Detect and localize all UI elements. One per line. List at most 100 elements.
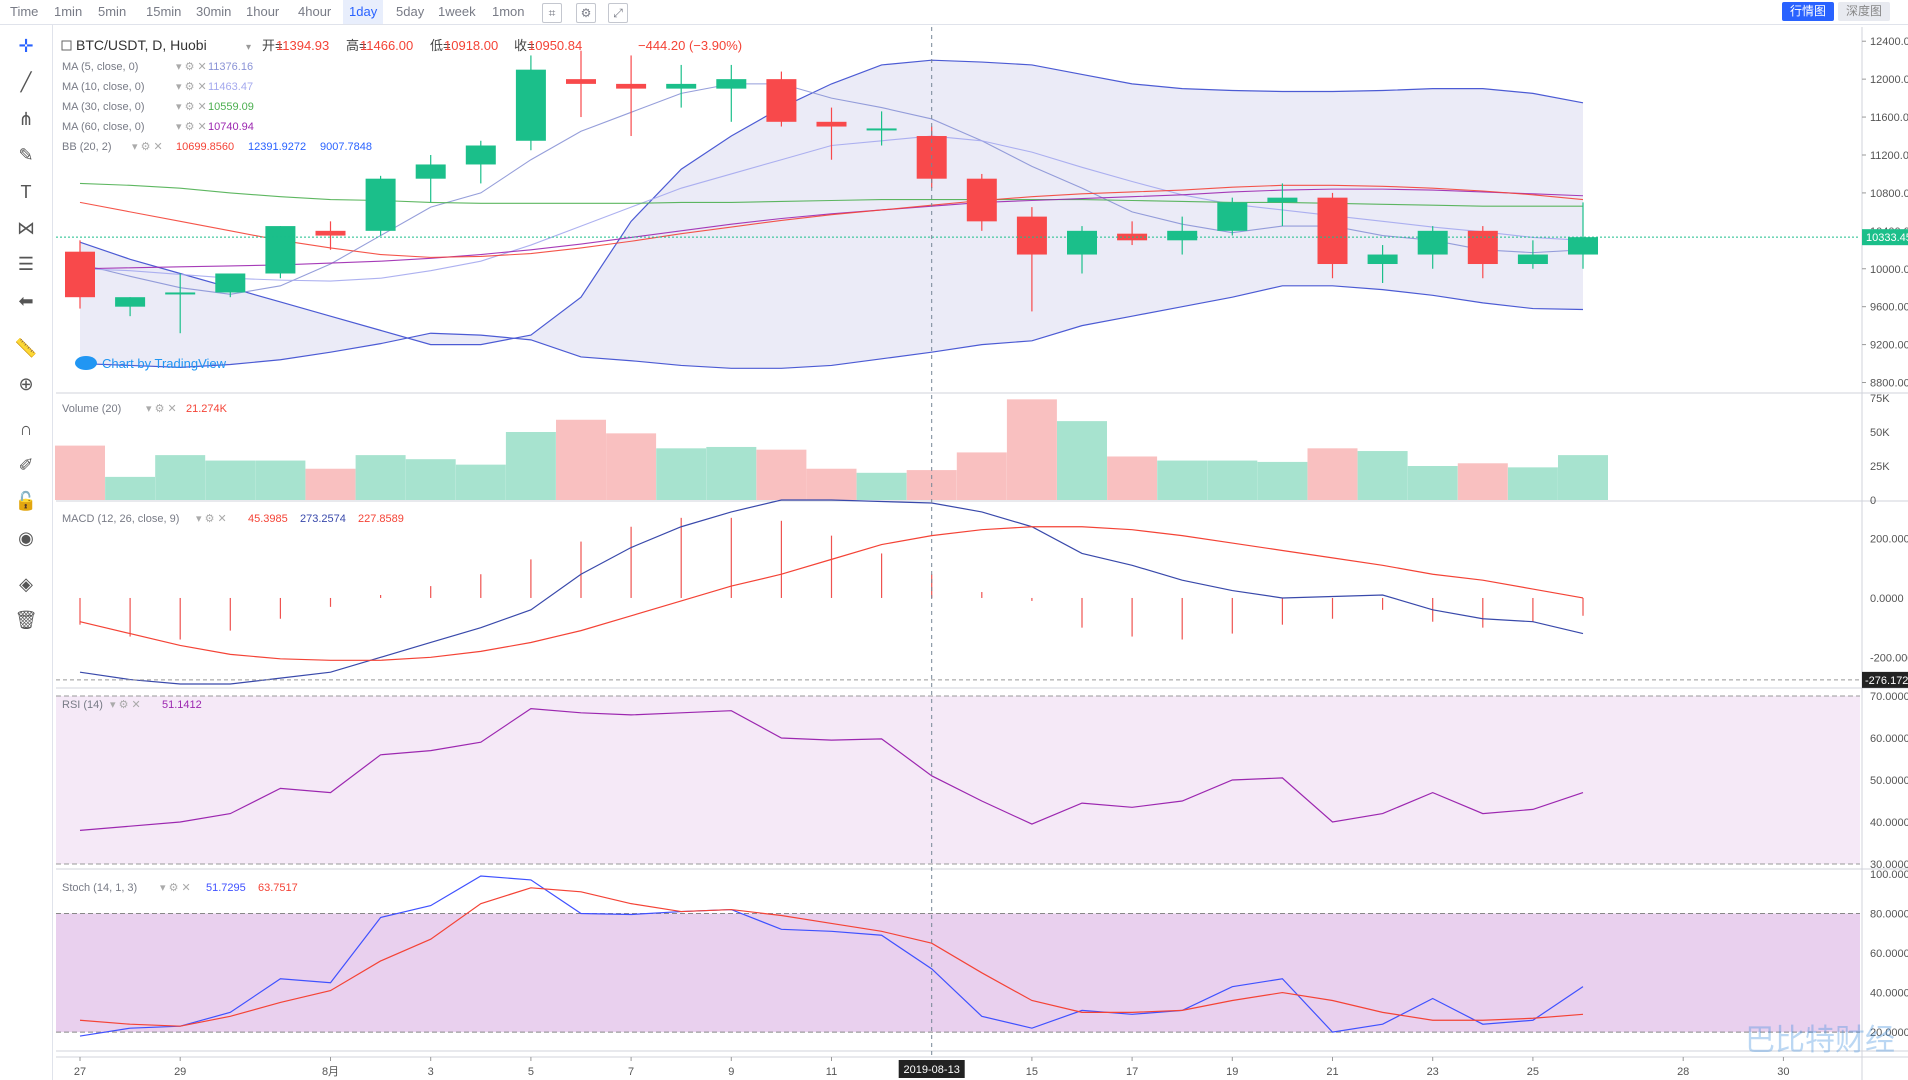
back-arrow-icon[interactable]: ⬅ bbox=[18, 291, 34, 311]
volume-bar bbox=[1107, 456, 1158, 500]
volume-legend-name: Volume (20) bbox=[62, 403, 121, 415]
layers-icon[interactable]: ◈ bbox=[19, 574, 33, 594]
volume-bar bbox=[205, 460, 256, 500]
price-tick-label: 12000.00 bbox=[1870, 74, 1908, 86]
timeframe-5day[interactable]: 5day bbox=[396, 4, 425, 19]
price-tick-label: 11600.00 bbox=[1870, 112, 1908, 124]
volume-bar bbox=[1006, 399, 1057, 500]
rsi-controls-icon: ▾ ⚙ ✕ bbox=[110, 699, 141, 711]
collapse-icon bbox=[61, 40, 72, 51]
ma-line-3 bbox=[79, 188, 1584, 270]
tradingview-watermark: Chart by TradingView bbox=[102, 356, 227, 371]
magnet-icon[interactable]: ∩ bbox=[19, 419, 33, 439]
volume-bar bbox=[1457, 463, 1508, 500]
overlay-name: MA (5, close, 0) bbox=[62, 61, 138, 73]
timeframe-4hour[interactable]: 4hour bbox=[298, 4, 332, 19]
timeframe-1min[interactable]: 1min bbox=[54, 4, 83, 19]
candle-body bbox=[365, 178, 396, 231]
fib-icon[interactable]: ☰ bbox=[17, 254, 35, 274]
change-value: −444.20 (−3.90%) bbox=[638, 38, 742, 53]
time-tick-label: 15 bbox=[1026, 1066, 1038, 1078]
text-icon[interactable]: T bbox=[20, 182, 32, 202]
chevron-down-icon: ▾ bbox=[246, 42, 251, 53]
macd-value-3: 227.8589 bbox=[358, 513, 404, 525]
timeframe-30min[interactable]: 30min bbox=[196, 4, 232, 19]
timeframe-1mon[interactable]: 1mon bbox=[492, 4, 525, 19]
chart-type-icon[interactable]: ⌗ bbox=[542, 3, 562, 23]
ohlc-value: 11394.93 bbox=[276, 38, 329, 53]
overlay-value: 11376.16 bbox=[208, 61, 253, 73]
trend-line-icon[interactable]: ╱ bbox=[20, 72, 32, 92]
stoch-d-value: 63.7517 bbox=[258, 882, 298, 894]
pane-macd bbox=[56, 503, 1860, 687]
volume-bar bbox=[505, 432, 556, 500]
volume-bar bbox=[1257, 461, 1308, 500]
eye-icon[interactable]: ◉ bbox=[18, 528, 34, 548]
volume-bar bbox=[656, 448, 707, 500]
stoch-tick-label: 80.0000 bbox=[1870, 909, 1908, 921]
ohlc-key: 低= bbox=[430, 38, 451, 53]
timeframe-1hour[interactable]: 1hour bbox=[246, 4, 280, 19]
price-tick-label: 10800.00 bbox=[1870, 188, 1908, 200]
lock-pencil-icon[interactable]: ✐ bbox=[18, 455, 34, 475]
symbol-title: BTC/USDT, D, Huobi bbox=[76, 37, 207, 53]
zoom-in-icon[interactable]: ⊕ bbox=[18, 374, 34, 394]
timeframe-1day[interactable]: 1day bbox=[343, 0, 384, 24]
candle-body bbox=[1267, 197, 1298, 203]
candle-body bbox=[1217, 202, 1248, 231]
fullscreen-icon[interactable]: ⤢ bbox=[608, 3, 628, 23]
price-tick-label: 9200.00 bbox=[1870, 340, 1908, 352]
price-tick-label: 10000.00 bbox=[1870, 264, 1908, 276]
timeframe-1week[interactable]: 1week bbox=[438, 4, 476, 19]
volume-bar bbox=[856, 472, 907, 500]
candle-body bbox=[1568, 237, 1598, 255]
volume-controls-icon: ▾ ⚙ ✕ bbox=[146, 403, 177, 415]
volume-bar bbox=[956, 452, 1007, 500]
overlay-value: 11463.47 bbox=[208, 81, 253, 93]
stoch-d-line bbox=[79, 887, 1584, 1027]
volume-bar bbox=[405, 459, 456, 500]
candle-body bbox=[1367, 254, 1398, 265]
settings-icon[interactable]: ⚙ bbox=[576, 3, 596, 23]
ohlc-value: 10918.00 bbox=[444, 38, 498, 53]
candle-body bbox=[315, 230, 346, 236]
candle-body bbox=[515, 69, 546, 141]
candle-body bbox=[465, 145, 496, 165]
crosshair-icon[interactable]: ✛ bbox=[18, 36, 34, 56]
bollinger-upper-line bbox=[79, 59, 1584, 346]
stoch-tick-label: 60.0000 bbox=[1870, 948, 1908, 960]
volume-bar bbox=[355, 455, 406, 500]
pane-rsi bbox=[56, 690, 1860, 868]
timeframe-15min[interactable]: 15min bbox=[146, 4, 182, 19]
rsi-tick-label: 40.0000 bbox=[1870, 817, 1908, 829]
volume-bar bbox=[455, 464, 506, 500]
volume-bar bbox=[155, 455, 206, 500]
volume-tick-label: 25K bbox=[1870, 461, 1890, 473]
price-tick-label: 9600.00 bbox=[1870, 302, 1908, 314]
trash-icon[interactable]: 🗑 bbox=[14, 610, 38, 630]
lock-icon[interactable]: 🔓 bbox=[14, 491, 38, 511]
time-tick-label: 5 bbox=[528, 1066, 534, 1078]
macd-current-badge bbox=[1862, 671, 1908, 688]
crosshair-date-badge bbox=[898, 1060, 965, 1078]
stoch-tick-label: 40.0000 bbox=[1870, 988, 1908, 1000]
ohlc-value: 11466.00 bbox=[360, 38, 413, 53]
bb-basis: 10699.8560 bbox=[176, 141, 234, 153]
volume-tick-label: 75K bbox=[1870, 393, 1890, 405]
candle-body bbox=[866, 128, 897, 131]
pitchfork-icon[interactable]: ⋔ bbox=[18, 109, 34, 129]
kline-view-button[interactable]: 行情图 bbox=[1782, 2, 1835, 21]
pattern-icon[interactable]: ⋈ bbox=[17, 218, 35, 238]
volume-bar bbox=[105, 476, 156, 500]
depth-view-button[interactable]: 深度图 bbox=[1838, 2, 1891, 21]
time-tick-label: 28 bbox=[1677, 1066, 1689, 1078]
brush-icon[interactable]: ✎ bbox=[18, 145, 34, 165]
ruler-icon[interactable]: 📏 bbox=[14, 338, 38, 358]
bb-controls-icon: ▾ ⚙ ✕ bbox=[132, 141, 163, 153]
candle-body bbox=[415, 164, 446, 179]
bb-lower: 9007.7848 bbox=[320, 141, 372, 153]
timeframe-5min[interactable]: 5min bbox=[98, 4, 127, 19]
candle-body bbox=[265, 226, 296, 274]
candle-body bbox=[566, 79, 596, 84]
